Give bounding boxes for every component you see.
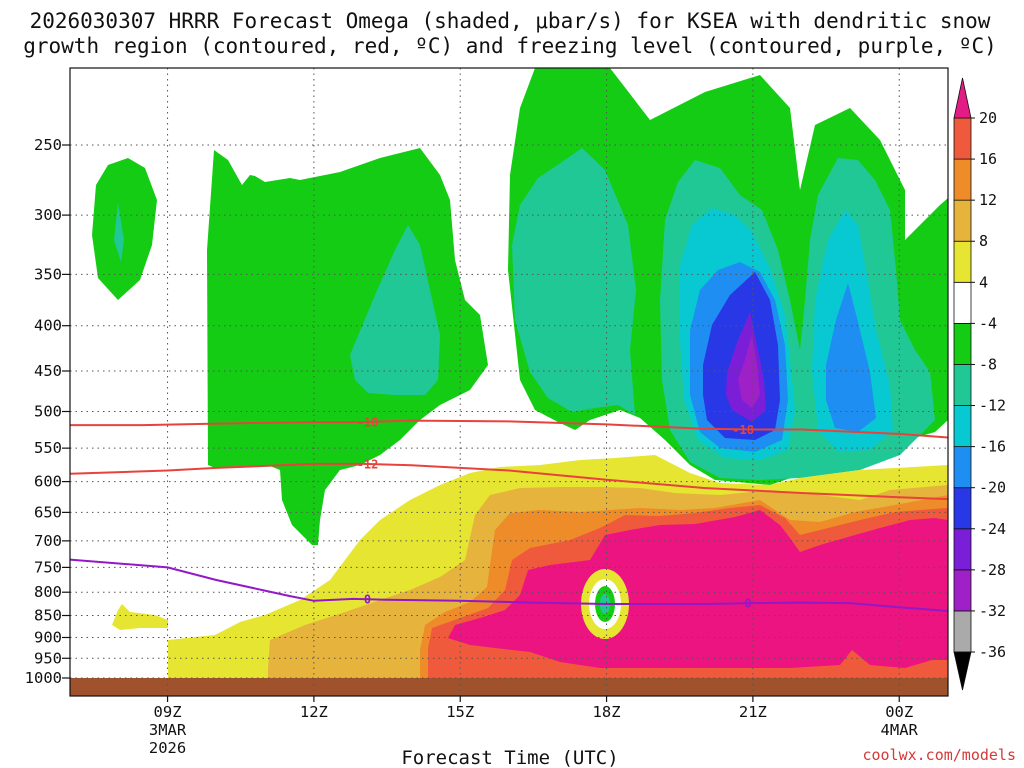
colorbar-label: 16 — [979, 150, 997, 168]
colorbar-bin — [953, 487, 972, 530]
colorbar-label: 20 — [979, 109, 997, 127]
colorbar-bin — [953, 158, 972, 201]
y-tick-label: 900 — [34, 628, 62, 646]
y-tick-label: 600 — [34, 473, 62, 491]
omega-fill-plus20 — [448, 510, 948, 668]
y-tick-label: 700 — [34, 532, 62, 550]
omega-fill-minus16-b — [826, 283, 876, 432]
colorbar-bin — [953, 364, 972, 406]
plot-frame — [69, 67, 949, 697]
dendritic-contour-line — [70, 462, 948, 501]
dendritic-contour-line — [70, 419, 948, 439]
x-tick-label: 00Z — [885, 703, 913, 721]
y-tick-label: 250 — [34, 136, 62, 154]
y-axis-ticks: 250 300 350 400 450 500 550 600 650 700 750 800 850 9… — [25, 136, 70, 687]
x-tick-label: 15Z — [446, 703, 474, 721]
y-tick-label: 750 — [34, 558, 62, 576]
freezing-level-line — [70, 558, 948, 612]
colorbar-bin — [953, 281, 972, 324]
dendritic-contour-label: -18 — [357, 416, 379, 430]
y-tick-label: 450 — [34, 362, 62, 380]
omega-fill-plus4-small — [112, 604, 168, 630]
colorbar-bin — [953, 569, 972, 612]
x-tick-label: 21Z — [739, 703, 767, 721]
x-tick-label: 18Z — [593, 703, 621, 721]
colorbar-label: -20 — [979, 479, 1006, 497]
y-tick-label: 800 — [34, 583, 62, 601]
y-tick-label: 1000 — [25, 669, 62, 687]
chart-title-line-1: 2026030307 HRRR Forecast Omega (shaded, … — [30, 9, 991, 33]
y-tick-label: 500 — [34, 403, 62, 421]
y-tick-label: 400 — [34, 317, 62, 335]
colorbar-label: -36 — [979, 643, 1006, 661]
colorbar-bin — [953, 322, 972, 365]
colorbar-label: -12 — [979, 397, 1006, 415]
colorbar-under-arrow — [953, 651, 972, 691]
freezing-level-label: 0 — [364, 592, 371, 606]
colorbar-label: 4 — [979, 273, 988, 291]
colorbar-label: 12 — [979, 191, 997, 209]
colorbar-bin — [953, 405, 972, 448]
dendritic-contour-label: -12 — [357, 457, 379, 471]
omega-fill-minus4-small — [92, 158, 157, 300]
dendritic-contour-label: -18 — [732, 423, 754, 437]
y-tick-label: 550 — [34, 439, 62, 457]
colorbar-bin — [953, 610, 972, 653]
colorbar-over-arrow — [953, 77, 972, 119]
colorbar-bin — [953, 117, 972, 160]
x-tick-label: 09Z — [154, 703, 182, 721]
colorbar-label: -24 — [979, 520, 1006, 538]
omega-fill-minus8-left — [350, 225, 440, 395]
omega-fill-minus8-small — [114, 203, 124, 262]
colorbar-label: -16 — [979, 438, 1006, 456]
plot-area: -18 -18 -12 0 0 — [70, 68, 948, 696]
contour-lines: -18 -18 -12 0 0 — [70, 416, 948, 612]
freezing-level-label: 0 — [744, 597, 751, 611]
x-tick-label: 12Z — [300, 703, 328, 721]
colorbar: 20 16 12 8 4 -4 -8 -12 -16 -20 -24 -28 -32 -36 — [953, 77, 1006, 691]
y-tick-label: 300 — [34, 206, 62, 224]
colorbar-bin — [953, 199, 972, 242]
x-tick-date: 3MAR — [149, 721, 187, 739]
x-tick-date: 4MAR — [881, 721, 919, 739]
y-tick-label: 950 — [34, 649, 62, 667]
colorbar-bin — [953, 446, 972, 489]
omega-fill-minus28 — [738, 335, 760, 408]
colorbar-label: -28 — [979, 561, 1006, 579]
colorbar-bin — [953, 528, 972, 571]
y-tick-label: 850 — [34, 607, 62, 625]
colorbar-label: -8 — [979, 355, 997, 373]
colorbar-bin — [953, 240, 972, 283]
chart-title-line-2: growth region (contoured, red, ºC) and f… — [23, 34, 997, 58]
colorbar-label: -32 — [979, 602, 1006, 620]
y-tick-label: 650 — [34, 503, 62, 521]
y-tick-label: 350 — [34, 265, 62, 283]
x-tick-year: 2026 — [149, 739, 186, 757]
credit-text: coolwx.com/models — [862, 746, 1016, 764]
x-axis-label: Forecast Time (UTC) — [401, 747, 618, 768]
ground-fill — [70, 678, 948, 696]
grid-lines — [70, 68, 948, 696]
colorbar-label: -4 — [979, 314, 997, 332]
colorbar-label: 8 — [979, 232, 988, 250]
